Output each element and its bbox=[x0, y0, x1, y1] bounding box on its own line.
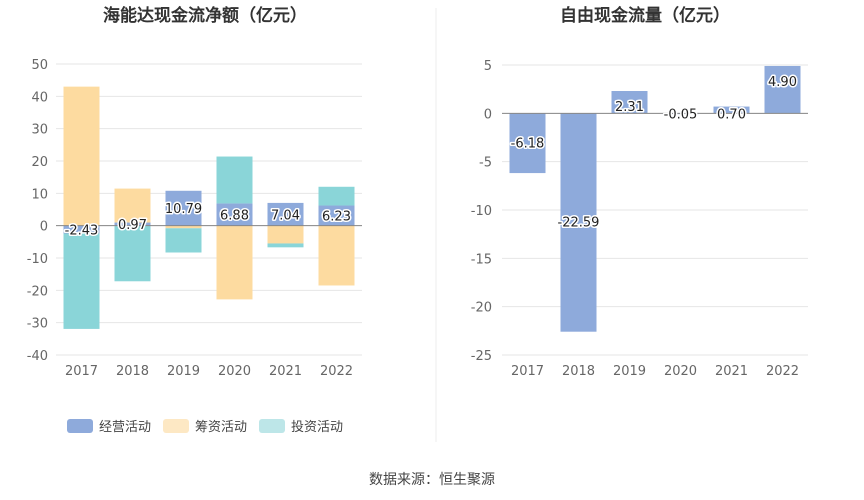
left-bar-investing-2017 bbox=[63, 233, 100, 329]
left-y-tick-label: -40 bbox=[27, 349, 48, 364]
legend-swatch-financing bbox=[163, 419, 189, 433]
left-y-tick-label: 50 bbox=[31, 58, 48, 73]
left-data-label: 10.79 bbox=[165, 202, 202, 217]
left-bar-investing-2020 bbox=[216, 156, 253, 204]
right-bar-2022 bbox=[764, 65, 801, 114]
left-x-tick-label: 2019 bbox=[167, 364, 200, 379]
legend-swatch-investing bbox=[259, 419, 285, 433]
left-bar-financing-2021 bbox=[267, 225, 304, 244]
left-bar-investing-2018 bbox=[114, 225, 151, 282]
right-bar-2021 bbox=[713, 106, 750, 114]
legend-label-operating: 经营活动 bbox=[99, 420, 151, 435]
right-bar-2018 bbox=[560, 113, 597, 332]
left-data-label: -2.43 bbox=[65, 224, 99, 239]
right-y-tick-label: -25 bbox=[471, 349, 492, 364]
right-bars bbox=[509, 65, 801, 332]
right-x-tick-label: 2020 bbox=[664, 364, 697, 379]
legend-swatch-operating bbox=[67, 419, 93, 433]
right-x-tick-label: 2022 bbox=[766, 364, 799, 379]
left-y-tick-label: -20 bbox=[27, 284, 48, 299]
left-bar-operating-2018 bbox=[114, 222, 151, 226]
left-x-tick-label: 2017 bbox=[65, 364, 98, 379]
left-y-tick-label: 10 bbox=[31, 187, 48, 202]
left-bar-operating-2019 bbox=[165, 190, 202, 226]
left-data-labels: 2017 -2.43 2018 0.97 2019 10.79 2020 6.88 2021 7.… bbox=[63, 201, 353, 379]
left-bar-financing-2022 bbox=[318, 225, 355, 286]
right-data-labels: 2017 -6.18 2018 -22.59 2019 2.31 2020 -0.05 2021… bbox=[509, 73, 799, 379]
right-x-tick-label: 2021 bbox=[715, 364, 748, 379]
left-y-tick-label: -30 bbox=[27, 317, 48, 332]
left-data-label: 0.97 bbox=[118, 218, 147, 233]
legend: 经营活动 筹资活动 投资活动 bbox=[67, 419, 343, 435]
left-y-tick-label: -10 bbox=[27, 252, 48, 267]
right-x-tick-label: 2017 bbox=[511, 364, 544, 379]
right-y-tick-label: -10 bbox=[471, 204, 492, 219]
left-bar-operating-2021 bbox=[267, 202, 304, 226]
left-bar-financing-2020 bbox=[216, 225, 253, 300]
right-data-label: -6.18 bbox=[511, 136, 545, 151]
left-bar-investing-2022 bbox=[318, 186, 355, 206]
left-y-tick-label: 0 bbox=[40, 220, 48, 235]
left-bars bbox=[63, 86, 355, 329]
left-chart-title: 海能达现金流净额（亿元） bbox=[103, 5, 307, 26]
left-y-tick-label: 30 bbox=[31, 123, 48, 138]
left-data-label: 6.88 bbox=[220, 209, 249, 224]
left-bar-financing-2019 bbox=[165, 225, 202, 229]
legend-label-investing: 投资活动 bbox=[291, 419, 343, 435]
left-x-tick-label: 2022 bbox=[320, 364, 353, 379]
right-y-tick-label: -20 bbox=[471, 301, 492, 316]
left-data-label: 7.04 bbox=[271, 208, 300, 223]
left-y-tick-label: 40 bbox=[31, 90, 48, 105]
left-bar-operating-2022 bbox=[318, 205, 355, 226]
left-bar-financing-2017 bbox=[63, 86, 100, 226]
right-data-label: -0.05 bbox=[664, 107, 698, 122]
right-data-label: 2.31 bbox=[615, 100, 644, 115]
right-data-label: 0.70 bbox=[717, 107, 746, 122]
right-data-label: 4.90 bbox=[768, 75, 797, 90]
right-bar-2017 bbox=[509, 113, 546, 174]
left-x-tick-label: 2020 bbox=[218, 364, 251, 379]
source-note: 数据来源：恒生聚源 bbox=[369, 472, 495, 488]
right-y-tick-label: 5 bbox=[484, 59, 492, 74]
right-bar-2019 bbox=[611, 91, 648, 114]
left-bar-investing-2019 bbox=[165, 228, 202, 253]
left-bar-operating-2020 bbox=[216, 203, 253, 226]
right-x-tick-label: 2019 bbox=[613, 364, 646, 379]
left-bar-operating-2017 bbox=[63, 225, 100, 234]
right-y-tick-label: 0 bbox=[484, 107, 492, 122]
left-bar-financing-2018 bbox=[114, 188, 151, 223]
right-y-tick-label: -5 bbox=[479, 156, 492, 171]
left-grid: 50 40 30 20 10 0 -10 -20 -30 -40 bbox=[27, 58, 362, 364]
right-data-label: -22.59 bbox=[558, 215, 600, 230]
right-chart-title: 自由现金流量（亿元） bbox=[560, 5, 730, 26]
left-data-label: 6.23 bbox=[322, 210, 351, 225]
left-bar-investing-2021 bbox=[267, 243, 304, 248]
right-x-tick-label: 2018 bbox=[562, 364, 595, 379]
right-y-tick-label: -15 bbox=[471, 252, 492, 267]
left-x-tick-label: 2021 bbox=[269, 364, 302, 379]
left-y-tick-label: 20 bbox=[31, 155, 48, 170]
legend-label-financing: 筹资活动 bbox=[195, 419, 247, 435]
left-x-tick-label: 2018 bbox=[116, 364, 149, 379]
